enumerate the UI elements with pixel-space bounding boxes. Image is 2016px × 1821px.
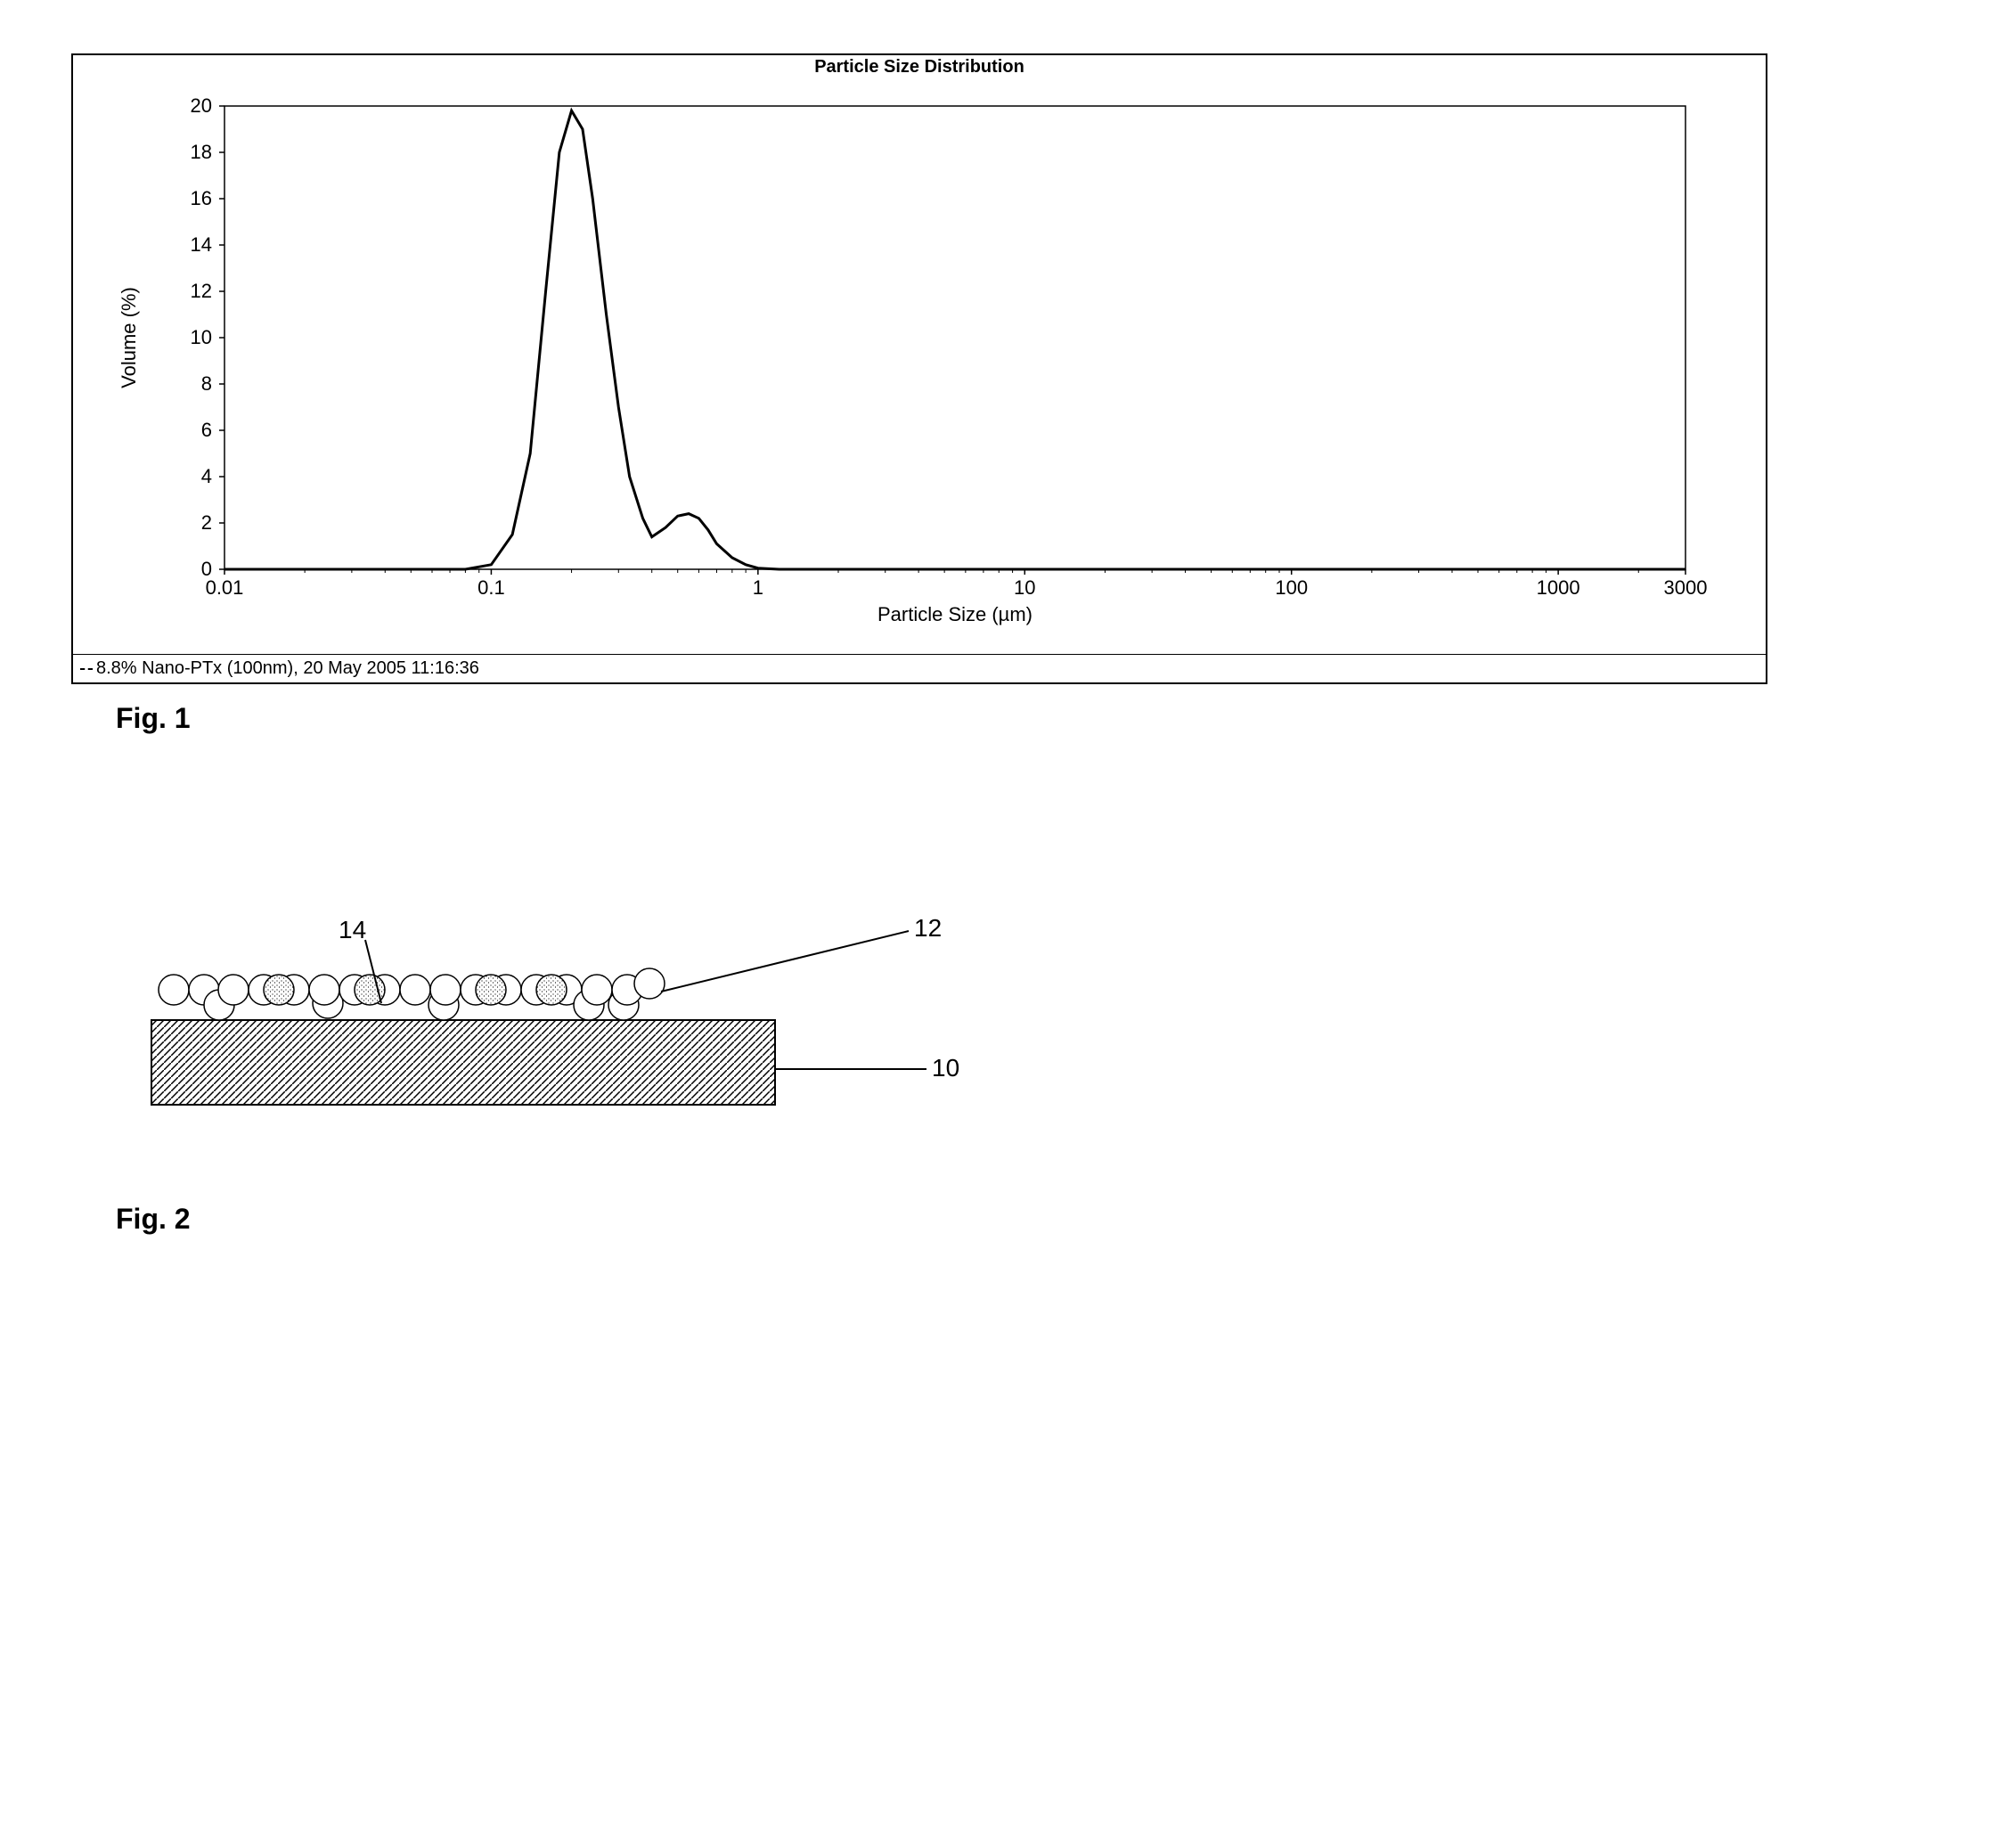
svg-text:0.1: 0.1 <box>477 576 505 599</box>
svg-text:12: 12 <box>914 914 942 942</box>
figure-2-caption: Fig. 2 <box>116 1203 1945 1236</box>
chart-plot-area: 024681012141618200.010.111010010003000Vo… <box>73 79 1766 654</box>
chart-panel: Particle Size Distribution 0246810121416… <box>71 53 1767 684</box>
figure-2-container: 14 12 10 Fig. 2 <box>71 842 1945 1236</box>
svg-text:Particle Size (µm): Particle Size (µm) <box>877 603 1032 625</box>
diagram-svg: 14 12 10 <box>71 842 1051 1180</box>
svg-text:10: 10 <box>1014 576 1035 599</box>
svg-text:20: 20 <box>191 94 212 117</box>
svg-text:2: 2 <box>201 511 212 534</box>
svg-text:1: 1 <box>753 576 763 599</box>
svg-text:14: 14 <box>191 233 212 256</box>
svg-text:14: 14 <box>339 916 366 943</box>
svg-text:18: 18 <box>191 141 212 163</box>
svg-text:8: 8 <box>201 372 212 395</box>
svg-text:16: 16 <box>191 187 212 209</box>
svg-text:100: 100 <box>1275 576 1308 599</box>
svg-text:6: 6 <box>201 419 212 441</box>
legend-line-marker <box>80 668 93 670</box>
svg-text:Volume (%): Volume (%) <box>118 287 140 388</box>
chart-title: Particle Size Distribution <box>73 55 1766 79</box>
svg-text:0.01: 0.01 <box>206 576 244 599</box>
svg-text:10: 10 <box>932 1054 959 1082</box>
figure-1-caption: Fig. 1 <box>116 702 1945 735</box>
figure-1-container: Particle Size Distribution 0246810121416… <box>71 53 1945 735</box>
chart-legend-bar: 8.8% Nano-PTx (100nm), 20 May 2005 11:16… <box>73 654 1766 682</box>
svg-text:12: 12 <box>191 280 212 302</box>
svg-text:10: 10 <box>191 326 212 348</box>
legend-text: 8.8% Nano-PTx (100nm), 20 May 2005 11:16… <box>96 658 479 678</box>
svg-text:1000: 1000 <box>1537 576 1580 599</box>
chart-svg: 024681012141618200.010.111010010003000Vo… <box>109 88 1712 632</box>
svg-text:4: 4 <box>201 465 212 487</box>
svg-text:3000: 3000 <box>1664 576 1708 599</box>
